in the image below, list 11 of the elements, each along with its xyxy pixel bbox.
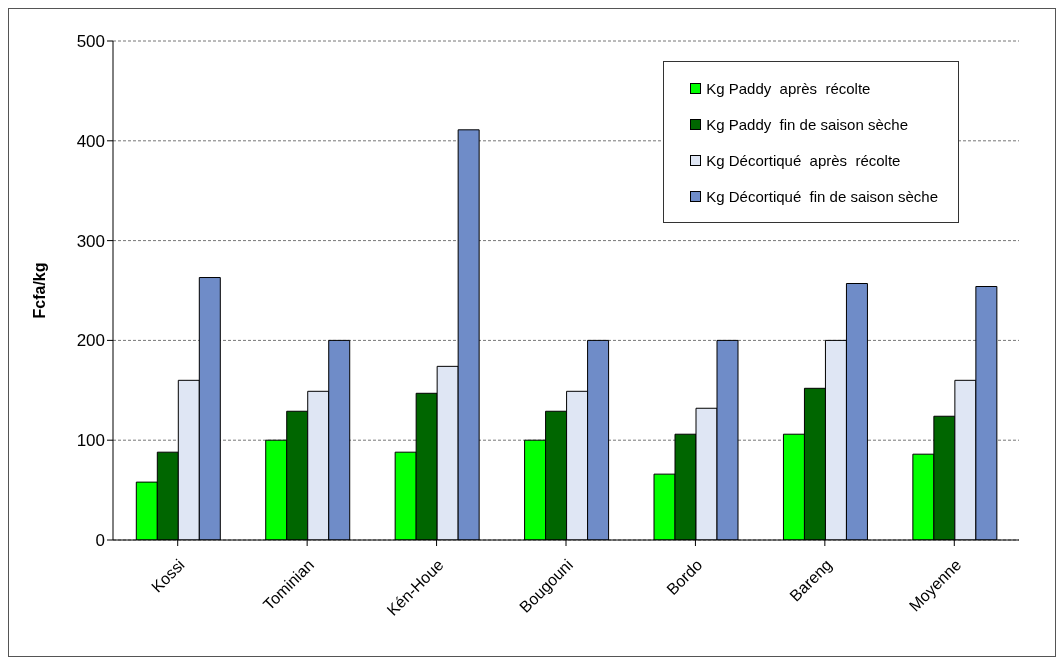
legend-label: Kg Paddy fin de saison sèche <box>706 115 908 133</box>
y-axis-title: Fcfa/kg <box>30 262 48 319</box>
y-tick-label: 0 <box>95 531 105 551</box>
y-tick-label: 100 <box>76 431 105 451</box>
legend-label: Kg Décortiqué fin de saison sèche <box>706 187 938 205</box>
legend-label: Kg Décortiqué après récolte <box>706 151 901 169</box>
y-tick-label: 500 <box>76 32 105 52</box>
y-tick-label: 400 <box>76 131 105 151</box>
y-tick-label: 200 <box>76 331 105 351</box>
legend-label: Kg Paddy après récolte <box>706 79 871 97</box>
y-tick-label: 300 <box>76 231 105 251</box>
